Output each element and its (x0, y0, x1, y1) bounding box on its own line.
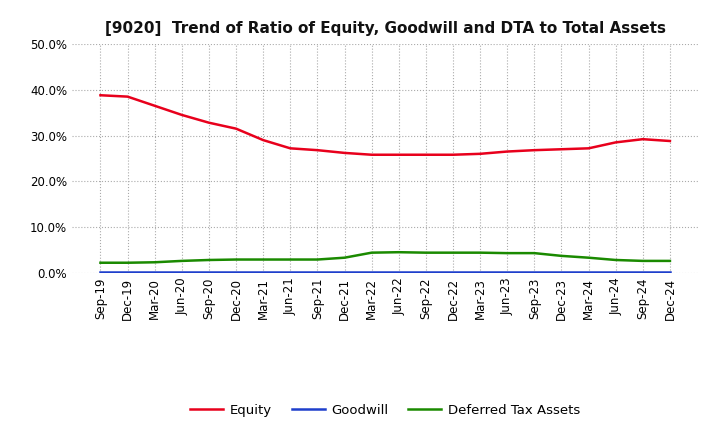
Goodwill (313, 270, 322, 275)
Goodwill (503, 270, 511, 275)
Equity (665, 138, 674, 143)
Equity (395, 152, 403, 158)
Equity (341, 150, 349, 156)
Deferred Tax Assets (395, 249, 403, 255)
Deferred Tax Assets (341, 255, 349, 260)
Equity (421, 152, 430, 158)
Goodwill (557, 270, 566, 275)
Deferred Tax Assets (123, 260, 132, 265)
Deferred Tax Assets (476, 250, 485, 255)
Goodwill (395, 270, 403, 275)
Equity (286, 146, 294, 151)
Goodwill (150, 270, 159, 275)
Deferred Tax Assets (611, 257, 620, 263)
Deferred Tax Assets (449, 250, 457, 255)
Equity (178, 112, 186, 117)
Deferred Tax Assets (96, 260, 105, 265)
Deferred Tax Assets (639, 258, 647, 264)
Title: [9020]  Trend of Ratio of Equity, Goodwill and DTA to Total Assets: [9020] Trend of Ratio of Equity, Goodwil… (104, 21, 666, 36)
Equity (313, 147, 322, 153)
Deferred Tax Assets (150, 260, 159, 265)
Equity (367, 152, 376, 158)
Equity (503, 149, 511, 154)
Equity (449, 152, 457, 158)
Goodwill (476, 270, 485, 275)
Line: Equity: Equity (101, 95, 670, 155)
Goodwill (204, 270, 213, 275)
Goodwill (259, 270, 268, 275)
Equity (232, 126, 240, 131)
Deferred Tax Assets (204, 257, 213, 263)
Goodwill (584, 270, 593, 275)
Goodwill (367, 270, 376, 275)
Goodwill (449, 270, 457, 275)
Deferred Tax Assets (503, 250, 511, 256)
Equity (530, 147, 539, 153)
Deferred Tax Assets (259, 257, 268, 262)
Deferred Tax Assets (178, 258, 186, 264)
Deferred Tax Assets (232, 257, 240, 262)
Equity (96, 92, 105, 98)
Equity (584, 146, 593, 151)
Goodwill (639, 270, 647, 275)
Deferred Tax Assets (557, 253, 566, 259)
Goodwill (611, 270, 620, 275)
Legend: Equity, Goodwill, Deferred Tax Assets: Equity, Goodwill, Deferred Tax Assets (185, 398, 585, 422)
Deferred Tax Assets (421, 250, 430, 255)
Goodwill (421, 270, 430, 275)
Equity (611, 140, 620, 145)
Equity (639, 136, 647, 142)
Deferred Tax Assets (313, 257, 322, 262)
Goodwill (96, 270, 105, 275)
Goodwill (530, 270, 539, 275)
Deferred Tax Assets (367, 250, 376, 255)
Deferred Tax Assets (286, 257, 294, 262)
Goodwill (178, 270, 186, 275)
Equity (123, 94, 132, 99)
Deferred Tax Assets (530, 250, 539, 256)
Goodwill (341, 270, 349, 275)
Goodwill (232, 270, 240, 275)
Equity (476, 151, 485, 157)
Deferred Tax Assets (584, 255, 593, 260)
Equity (259, 137, 268, 143)
Goodwill (665, 270, 674, 275)
Equity (150, 103, 159, 108)
Equity (557, 147, 566, 152)
Line: Deferred Tax Assets: Deferred Tax Assets (101, 252, 670, 263)
Goodwill (286, 270, 294, 275)
Deferred Tax Assets (665, 258, 674, 264)
Equity (204, 120, 213, 125)
Goodwill (123, 270, 132, 275)
